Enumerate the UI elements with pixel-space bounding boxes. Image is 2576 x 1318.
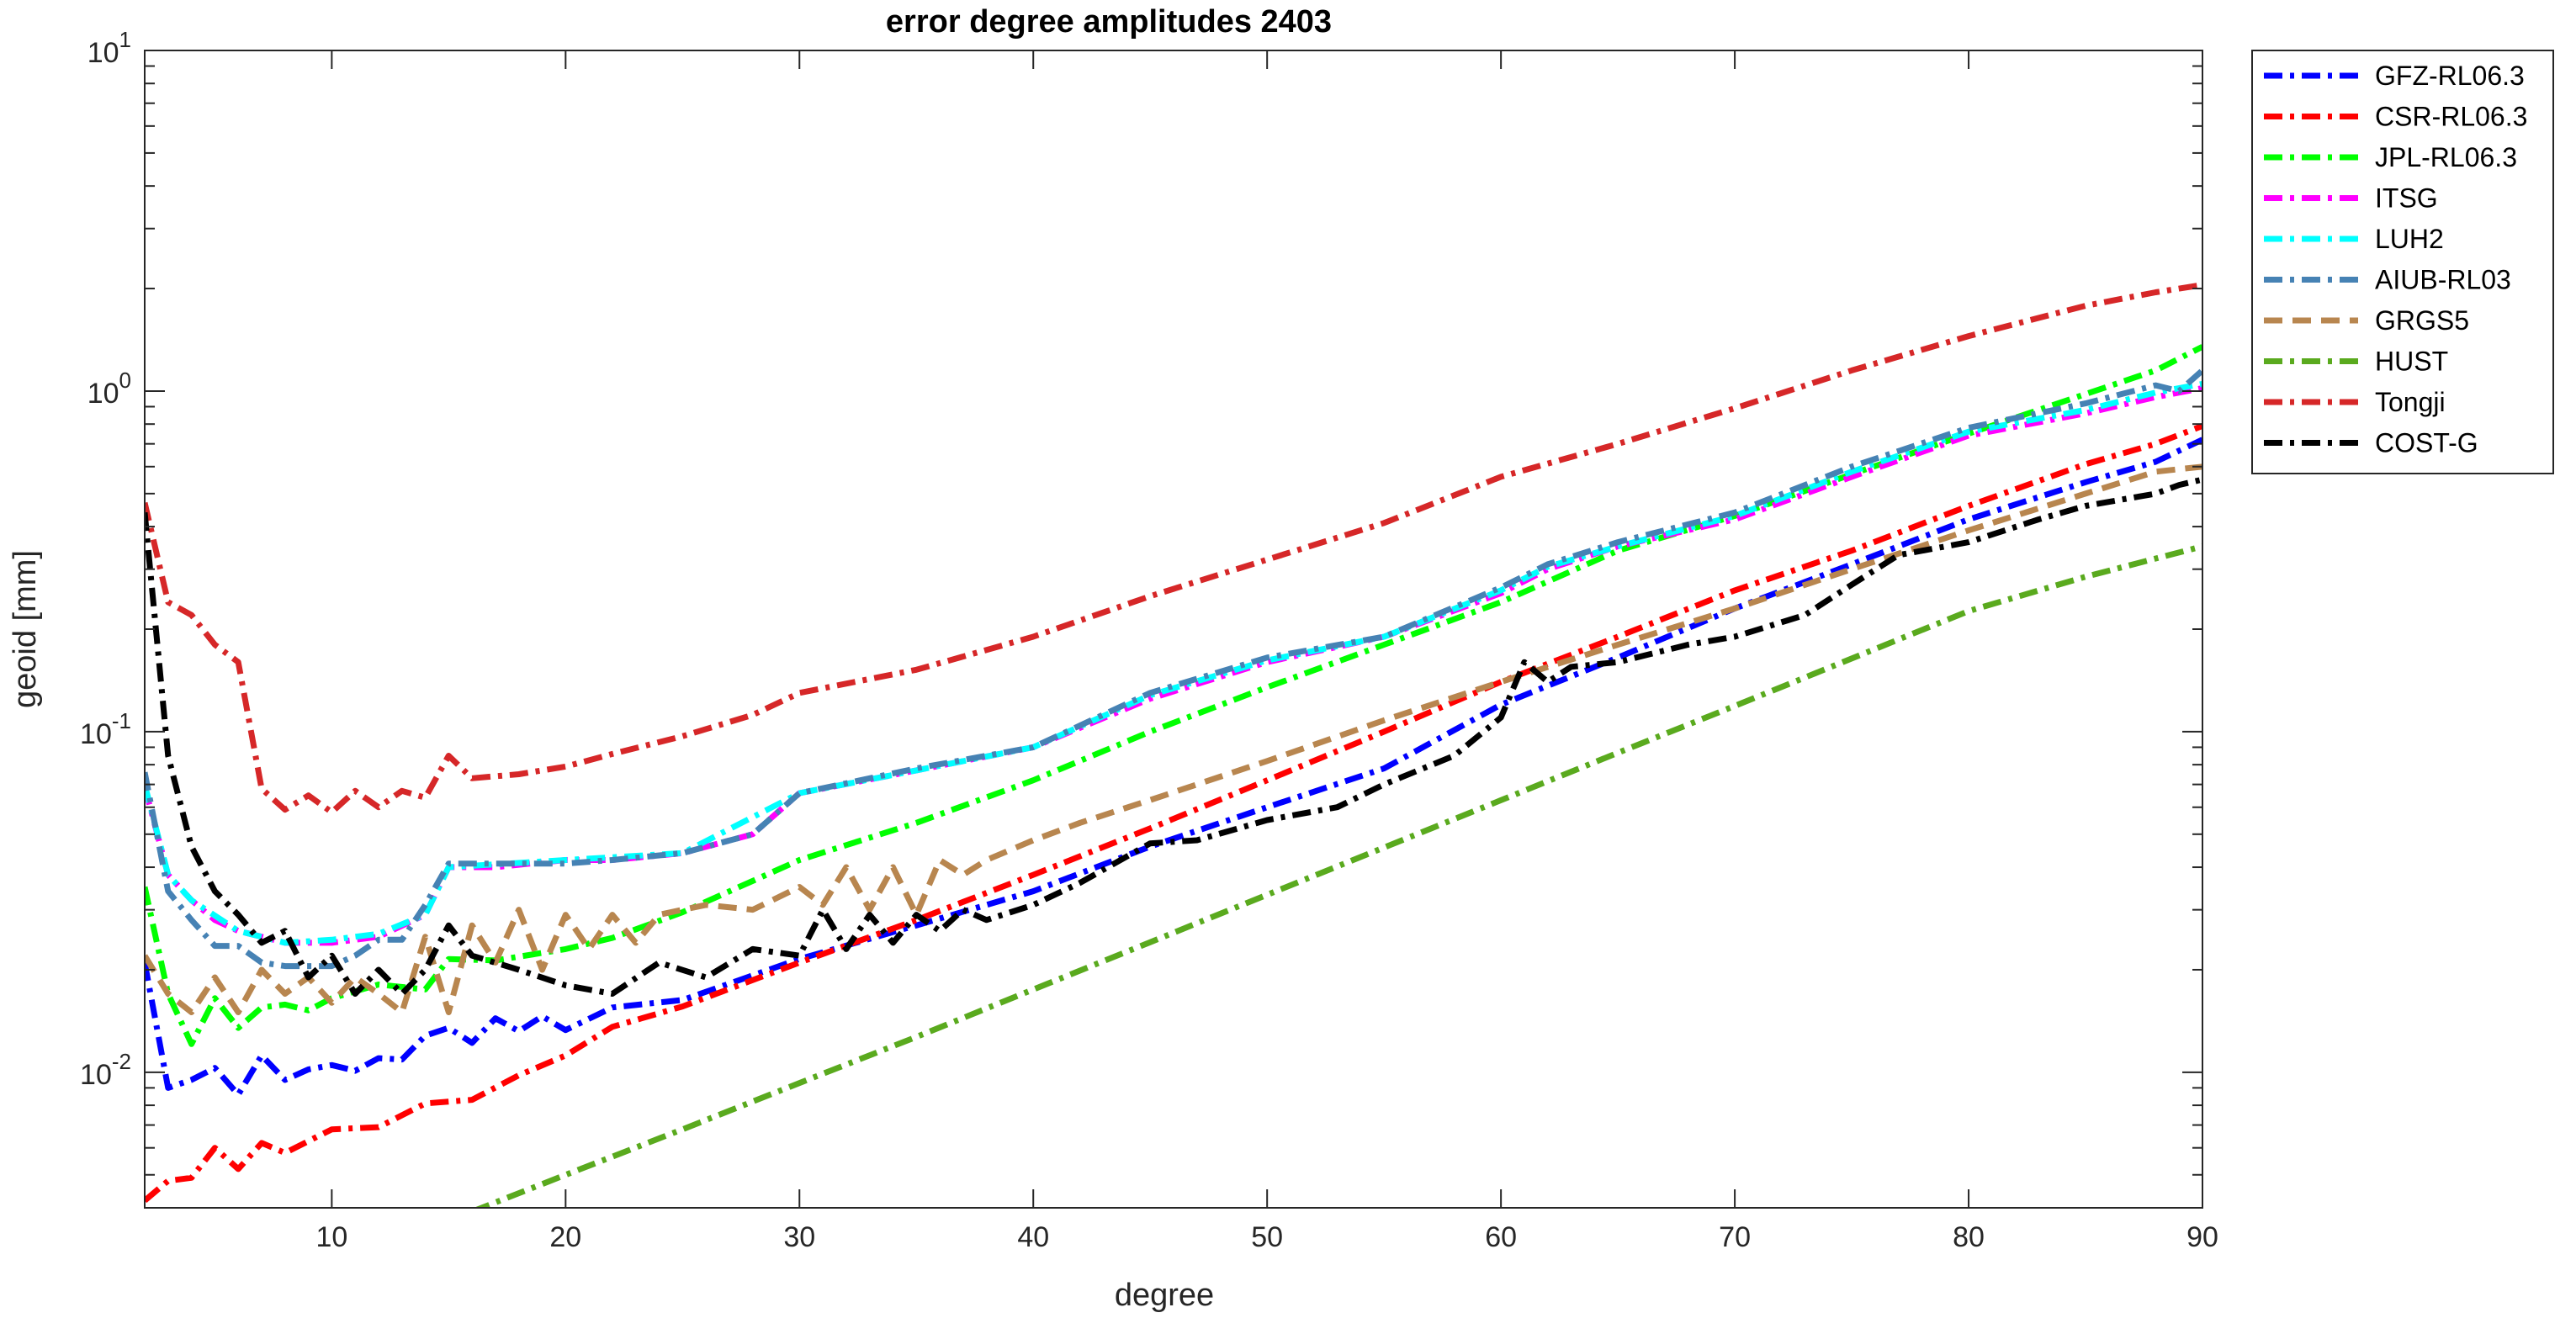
legend-label: GFZ-RL06.3 <box>2375 61 2525 91</box>
x-tick-label: 90 <box>2186 1221 2218 1253</box>
series-line-hust <box>473 543 2202 1208</box>
x-tick-label: 50 <box>1251 1221 1283 1253</box>
legend-label: HUST <box>2375 347 2448 377</box>
x-tick-label: 40 <box>1017 1221 1049 1253</box>
series-line-csr-rl06-3 <box>145 423 2202 1204</box>
series-line-cost-g <box>145 476 2202 997</box>
plot-area <box>145 50 2202 1208</box>
x-tick-label: 80 <box>1953 1221 1985 1253</box>
series-line-grgs5 <box>145 463 2202 1015</box>
legend-label: JPL-RL06.3 <box>2375 142 2517 172</box>
series-line-tongji <box>145 282 2202 816</box>
legend-label: LUH2 <box>2375 224 2444 254</box>
y-tick-label: 10-2 <box>80 1049 131 1091</box>
x-tick-label: 20 <box>549 1221 581 1253</box>
x-tick-label: 30 <box>783 1221 815 1253</box>
series-line-aiub-rl03 <box>145 368 2202 970</box>
x-axis-label: degree <box>1115 1278 1214 1313</box>
legend: GFZ-RL06.3 CSR-RL06.3 JPL-RL06.3 ITSG LUH2 AI… <box>2251 50 2554 474</box>
y-tick-label: 10-1 <box>80 708 131 750</box>
ticks-layer: 10 20 30 40 50 60 70 80 90 10-2 10-1 100 101 <box>80 27 2218 1253</box>
legend-label: CSR-RL06.3 <box>2375 102 2527 132</box>
legend-label: Tongji <box>2375 387 2446 417</box>
y-tick-label: 100 <box>87 368 131 410</box>
chart-title: error degree amplitudes 2403 <box>886 4 1332 40</box>
series-line-gfz-rl06-3 <box>145 437 2202 1098</box>
series-line-itsg <box>145 385 2202 946</box>
x-tick-label: 70 <box>1719 1221 1751 1253</box>
y-axis-label: geoid [mm] <box>8 550 43 708</box>
legend-label: GRGS5 <box>2375 305 2469 336</box>
x-tick-label: 60 <box>1485 1221 1517 1253</box>
x-tick-label: 10 <box>315 1221 347 1253</box>
legend-label: COST-G <box>2375 428 2478 458</box>
legend-label: AIUB-RL03 <box>2375 265 2511 295</box>
legend-label: ITSG <box>2375 183 2438 214</box>
y-tick-label: 101 <box>87 27 131 69</box>
series-layer <box>145 282 2202 1208</box>
